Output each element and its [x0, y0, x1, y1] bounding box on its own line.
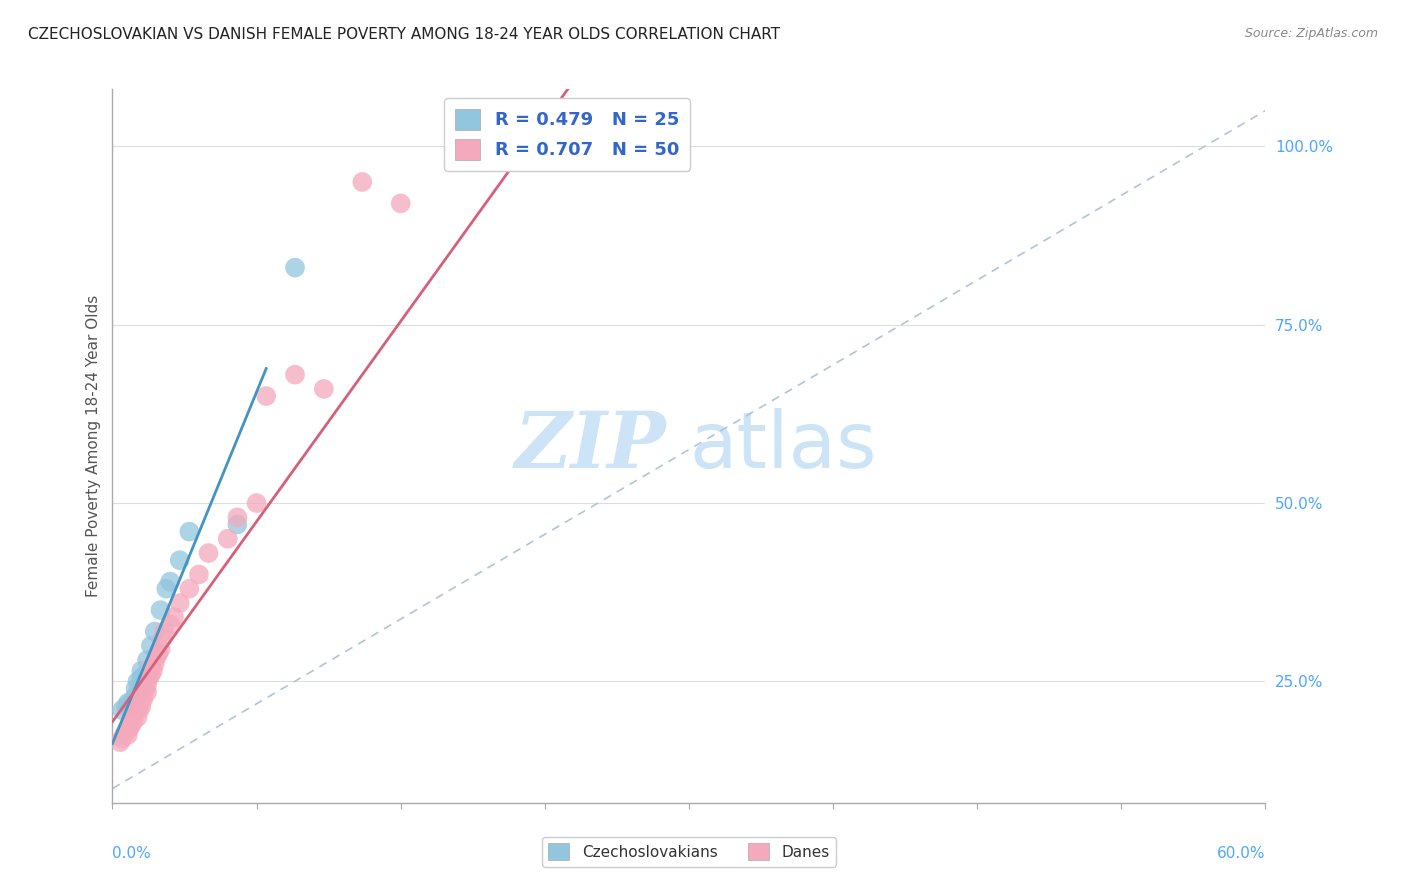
Text: 60.0%: 60.0% — [1218, 846, 1265, 861]
Point — [245, 496, 267, 510]
Point — [111, 703, 134, 717]
Point — [132, 689, 155, 703]
Point — [122, 706, 145, 721]
Text: CZECHOSLOVAKIAN VS DANISH FEMALE POVERTY AMONG 18-24 YEAR OLDS CORRELATION CHART: CZECHOSLOVAKIAN VS DANISH FEMALE POVERTY… — [28, 27, 780, 42]
Point — [124, 689, 146, 703]
Point — [124, 681, 146, 696]
Point — [117, 696, 139, 710]
Point — [155, 582, 177, 596]
Point — [121, 717, 143, 731]
Point — [284, 368, 307, 382]
Point — [197, 546, 219, 560]
Point — [352, 175, 374, 189]
Point — [226, 517, 249, 532]
Point — [620, 139, 643, 153]
Point — [284, 260, 307, 275]
Point — [129, 664, 153, 678]
Point — [129, 671, 153, 685]
Point — [312, 382, 335, 396]
Point — [179, 582, 201, 596]
Point — [163, 610, 186, 624]
Point — [108, 735, 131, 749]
Point — [118, 721, 141, 735]
Point — [149, 603, 172, 617]
Point — [132, 692, 155, 706]
Point — [153, 624, 176, 639]
Point — [139, 667, 162, 681]
Text: atlas: atlas — [689, 408, 876, 484]
Point — [127, 699, 149, 714]
Text: ZIP: ZIP — [515, 408, 666, 484]
Text: 0.0%: 0.0% — [112, 846, 152, 861]
Point — [582, 139, 605, 153]
Point — [139, 639, 162, 653]
Point — [139, 660, 162, 674]
Legend: Czechoslovakians, Danes: Czechoslovakians, Danes — [541, 837, 837, 866]
Point — [145, 649, 167, 664]
Point — [118, 699, 141, 714]
Point — [117, 728, 139, 742]
Point — [159, 574, 181, 589]
Point — [143, 624, 166, 639]
Point — [159, 617, 181, 632]
Point — [111, 731, 134, 746]
Point — [128, 696, 150, 710]
Point — [142, 664, 165, 678]
Text: Source: ZipAtlas.com: Source: ZipAtlas.com — [1244, 27, 1378, 40]
Point — [124, 703, 146, 717]
Point — [226, 510, 249, 524]
Point — [122, 692, 145, 706]
Point — [149, 642, 172, 657]
Point — [143, 657, 166, 671]
Point — [115, 699, 138, 714]
Point — [117, 721, 139, 735]
Point — [128, 685, 150, 699]
Point — [122, 714, 145, 728]
Point — [121, 694, 143, 708]
Point — [134, 667, 156, 681]
Y-axis label: Female Poverty Among 18-24 Year Olds: Female Poverty Among 18-24 Year Olds — [86, 295, 101, 597]
Point — [112, 728, 135, 742]
Point — [129, 699, 153, 714]
Point — [217, 532, 239, 546]
Point — [136, 678, 159, 692]
Point — [169, 553, 191, 567]
Point — [152, 632, 174, 646]
Point — [254, 389, 277, 403]
Point — [134, 681, 156, 696]
Point — [121, 710, 143, 724]
Point — [543, 139, 565, 153]
Point — [138, 671, 160, 685]
Point — [136, 685, 159, 699]
Point — [389, 196, 412, 211]
Point — [169, 596, 191, 610]
Point — [132, 678, 155, 692]
Point — [187, 567, 211, 582]
Point — [127, 710, 149, 724]
Point — [515, 139, 537, 153]
Point — [127, 674, 149, 689]
Point — [148, 646, 170, 660]
Point — [121, 698, 143, 712]
Point — [179, 524, 201, 539]
Point — [115, 724, 138, 739]
Point — [136, 653, 159, 667]
Point — [128, 703, 150, 717]
